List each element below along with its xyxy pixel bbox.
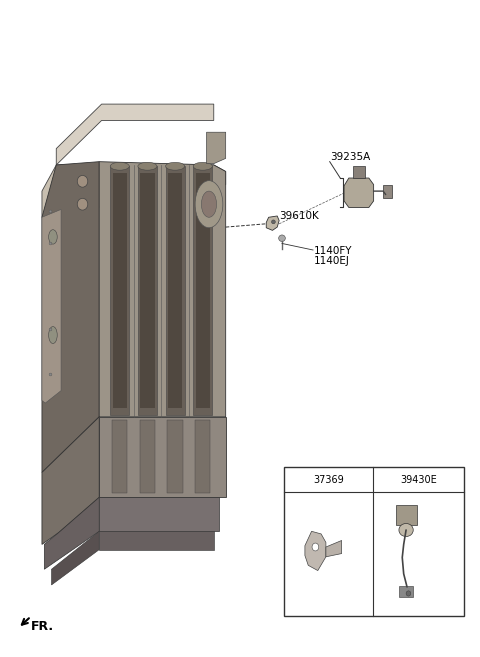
Text: 1140EJ: 1140EJ (314, 256, 350, 266)
Polygon shape (344, 178, 373, 208)
Ellipse shape (406, 591, 411, 596)
Ellipse shape (272, 220, 276, 224)
Polygon shape (326, 541, 342, 557)
Text: FR.: FR. (31, 620, 54, 633)
Ellipse shape (193, 162, 212, 170)
Text: 39610K: 39610K (279, 211, 319, 221)
Ellipse shape (166, 162, 185, 170)
Polygon shape (56, 104, 214, 165)
Polygon shape (51, 532, 99, 585)
Bar (193, 166, 212, 415)
Bar (112, 420, 127, 493)
Ellipse shape (138, 162, 157, 170)
Text: 39235A: 39235A (330, 152, 370, 162)
Bar (140, 420, 155, 493)
Text: 39430E: 39430E (400, 474, 437, 485)
Polygon shape (353, 166, 365, 178)
Polygon shape (42, 165, 226, 217)
Polygon shape (99, 417, 226, 497)
Ellipse shape (77, 175, 88, 187)
Polygon shape (99, 162, 226, 417)
Bar (399, 586, 413, 597)
Bar (110, 166, 129, 415)
Bar (113, 173, 127, 408)
Ellipse shape (48, 230, 57, 244)
Bar (168, 420, 183, 493)
Bar (168, 173, 182, 408)
Bar (195, 420, 210, 493)
Bar (284, 467, 464, 616)
Polygon shape (206, 132, 226, 164)
Ellipse shape (279, 235, 285, 242)
Ellipse shape (110, 162, 129, 170)
Polygon shape (99, 497, 218, 532)
Ellipse shape (48, 327, 57, 344)
Bar (140, 173, 155, 408)
Bar (383, 185, 392, 198)
Polygon shape (305, 532, 326, 570)
Ellipse shape (77, 198, 88, 210)
Ellipse shape (195, 181, 223, 228)
Ellipse shape (201, 191, 216, 217)
Polygon shape (42, 162, 99, 472)
Ellipse shape (399, 524, 413, 537)
Bar (396, 505, 417, 525)
Text: 1140FY: 1140FY (314, 246, 352, 256)
Polygon shape (42, 210, 61, 403)
Polygon shape (99, 532, 214, 550)
Text: 37369: 37369 (313, 474, 344, 485)
Ellipse shape (312, 543, 319, 551)
Bar (196, 173, 210, 408)
Bar (138, 166, 157, 415)
Polygon shape (42, 417, 99, 545)
Polygon shape (44, 497, 99, 569)
Bar (166, 166, 185, 415)
Polygon shape (266, 216, 279, 231)
